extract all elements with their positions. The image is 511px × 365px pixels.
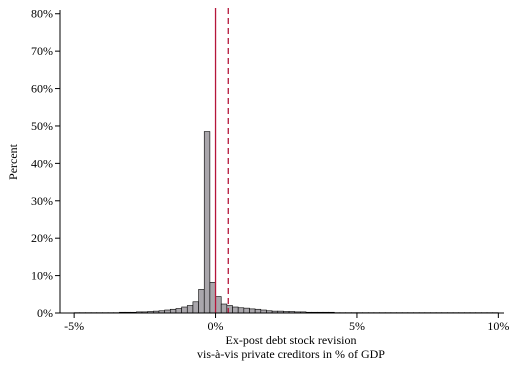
histogram-bar xyxy=(254,308,262,314)
histogram-bar xyxy=(220,303,228,314)
histogram-bar xyxy=(169,308,177,314)
x-tick-label: 0% xyxy=(208,319,224,333)
y-axis-title: Percent xyxy=(6,143,20,180)
y-tick-label: 40% xyxy=(31,156,53,170)
x-tick-label: -5% xyxy=(64,319,84,333)
x-axis-ticks: -5% 0% 5% 10% xyxy=(64,313,509,333)
histogram-bars xyxy=(73,131,499,314)
x-axis-title-line-1: Ex-post debt stock revision xyxy=(226,333,357,347)
y-tick-label: 50% xyxy=(31,119,53,133)
x-tick-label: 10% xyxy=(487,319,509,333)
histogram-bar xyxy=(243,307,250,314)
histogram-bar xyxy=(181,306,188,314)
histogram-bar xyxy=(237,307,245,314)
histogram-bar xyxy=(175,308,182,314)
y-tick-label: 70% xyxy=(31,44,53,58)
y-tick-label: 30% xyxy=(31,194,53,208)
axes xyxy=(59,10,504,314)
y-tick-label: 0% xyxy=(37,306,53,320)
x-tick-label: 5% xyxy=(349,319,365,333)
y-tick-label: 10% xyxy=(31,269,53,283)
y-tick-label: 60% xyxy=(31,82,53,96)
histogram-bar xyxy=(215,296,222,314)
y-axis-ticks: 0% 10% 20% 30% 40% 50% 60% 70% 80% xyxy=(31,7,60,320)
y-tick-label: 20% xyxy=(31,231,53,245)
histogram-bar xyxy=(186,305,194,314)
x-axis-title-line-2: vis-à-vis private creditors in % of GDP xyxy=(197,347,385,361)
histogram-bar xyxy=(209,282,216,314)
histogram-bar xyxy=(203,131,211,314)
reference-lines xyxy=(214,8,229,313)
histogram-bar xyxy=(198,289,205,314)
histogram-bar xyxy=(192,301,199,314)
histogram-bar xyxy=(249,308,256,314)
histogram-bar xyxy=(232,306,239,314)
y-tick-label: 80% xyxy=(31,7,53,21)
